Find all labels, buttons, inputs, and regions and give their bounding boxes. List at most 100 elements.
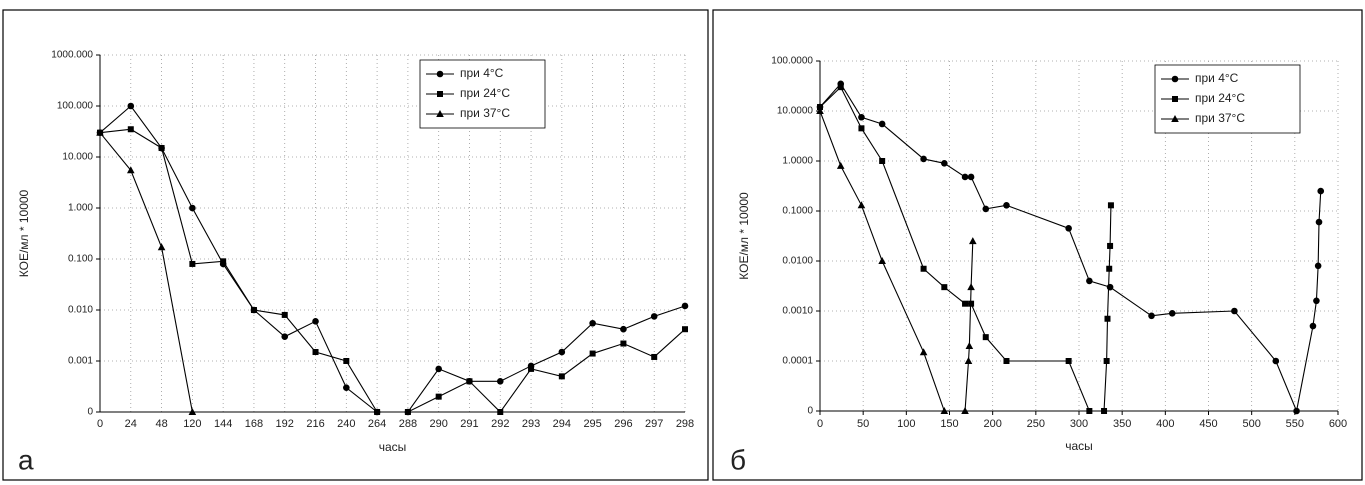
marker bbox=[96, 128, 104, 136]
x-tick-label: 200 bbox=[983, 418, 1001, 430]
x-axis-label: часы bbox=[1065, 439, 1093, 453]
marker bbox=[589, 350, 596, 357]
marker bbox=[961, 173, 969, 181]
x-tick-label: 297 bbox=[645, 418, 663, 430]
x-tick-label: 350 bbox=[1113, 418, 1131, 430]
marker bbox=[982, 334, 989, 341]
y-tick-label: 0 bbox=[807, 406, 813, 417]
y-tick-label: 1.000 bbox=[68, 203, 93, 214]
x-tick-label: 550 bbox=[1286, 418, 1304, 430]
y-tick-label: 0.0010 bbox=[782, 306, 813, 317]
marker bbox=[920, 155, 927, 163]
x-tick-label: 50 bbox=[857, 418, 869, 430]
marker bbox=[558, 348, 566, 356]
axes bbox=[819, 61, 1338, 412]
marker bbox=[1313, 297, 1320, 305]
x-tick-label: 150 bbox=[940, 418, 958, 430]
x-tick-label: 24 bbox=[125, 418, 137, 430]
marker bbox=[281, 333, 289, 340]
marker bbox=[1148, 312, 1155, 320]
x-tick-label: 296 bbox=[614, 418, 632, 430]
marker bbox=[158, 145, 165, 152]
marker bbox=[497, 409, 504, 415]
marker bbox=[969, 237, 977, 245]
series-line bbox=[819, 86, 1112, 412]
legend-label: при 24°C bbox=[1195, 91, 1245, 105]
x-tick-label: 298 bbox=[676, 418, 694, 430]
marker bbox=[281, 311, 288, 318]
marker bbox=[250, 307, 257, 313]
marker bbox=[836, 161, 845, 169]
panel-frame bbox=[712, 9, 1363, 481]
x-tick-label: 264 bbox=[368, 418, 386, 430]
x-tick-label: 500 bbox=[1242, 418, 1260, 430]
marker bbox=[1086, 408, 1093, 414]
y-tick-label: 100.000 bbox=[57, 101, 94, 112]
x-tick-label: 293 bbox=[522, 418, 540, 430]
marker bbox=[1101, 408, 1108, 414]
series-line bbox=[99, 132, 193, 413]
y-tick-label: 10.000 bbox=[62, 152, 93, 163]
legend-label: при 4°C bbox=[460, 66, 504, 80]
series-line bbox=[99, 128, 686, 413]
marker bbox=[878, 120, 886, 128]
x-tick-label: 294 bbox=[553, 418, 571, 430]
x-axis-label: часы bbox=[379, 440, 407, 454]
marker bbox=[1309, 322, 1317, 330]
panel-label: б bbox=[730, 444, 746, 475]
marker bbox=[189, 204, 196, 212]
x-tick-label: 300 bbox=[1070, 418, 1088, 430]
marker bbox=[967, 283, 975, 291]
marker bbox=[681, 302, 689, 310]
marker bbox=[188, 408, 197, 415]
marker bbox=[682, 326, 688, 333]
x-tick-label: 168 bbox=[245, 418, 263, 430]
marker bbox=[941, 284, 948, 291]
axes bbox=[99, 55, 685, 413]
legend-label: при 24°C bbox=[460, 86, 510, 100]
marker bbox=[1107, 202, 1114, 209]
marker bbox=[1171, 115, 1179, 122]
marker bbox=[343, 384, 350, 391]
marker bbox=[920, 265, 927, 272]
y-tick-label: 0 bbox=[87, 407, 93, 418]
legend-label: при 4°C bbox=[1195, 71, 1239, 85]
marker bbox=[127, 126, 134, 133]
marker bbox=[878, 257, 886, 264]
marker bbox=[1106, 283, 1114, 291]
marker bbox=[982, 205, 990, 213]
marker bbox=[1086, 277, 1093, 285]
y-tick-label: 1.0000 bbox=[782, 156, 813, 167]
marker bbox=[965, 341, 974, 349]
x-tick-label: 292 bbox=[491, 418, 509, 430]
marker bbox=[496, 377, 504, 385]
marker bbox=[1314, 262, 1322, 270]
panel-frame bbox=[2, 9, 709, 481]
y-tick-label: 10.0000 bbox=[777, 106, 814, 117]
x-tick-label: 192 bbox=[276, 418, 294, 430]
x-tick-label: 0 bbox=[97, 418, 103, 430]
marker bbox=[466, 378, 473, 385]
y-tick-label: 0.0100 bbox=[782, 256, 813, 267]
marker bbox=[437, 91, 443, 97]
x-tick-label: 288 bbox=[399, 418, 417, 430]
marker bbox=[436, 110, 444, 117]
marker bbox=[816, 107, 824, 114]
marker bbox=[837, 84, 844, 91]
marker bbox=[157, 243, 166, 251]
marker bbox=[650, 313, 658, 320]
marker bbox=[528, 365, 535, 372]
marker bbox=[1231, 307, 1238, 315]
marker bbox=[1106, 265, 1113, 272]
marker bbox=[967, 173, 975, 181]
marker bbox=[1065, 225, 1072, 232]
marker bbox=[312, 349, 319, 356]
marker bbox=[1171, 75, 1179, 83]
marker bbox=[1315, 218, 1323, 226]
y-tick-label: 1000.000 bbox=[51, 50, 93, 61]
panel-label: а bbox=[18, 444, 34, 475]
x-tick-label: 48 bbox=[155, 418, 167, 430]
marker bbox=[1003, 358, 1010, 364]
marker bbox=[919, 348, 928, 356]
